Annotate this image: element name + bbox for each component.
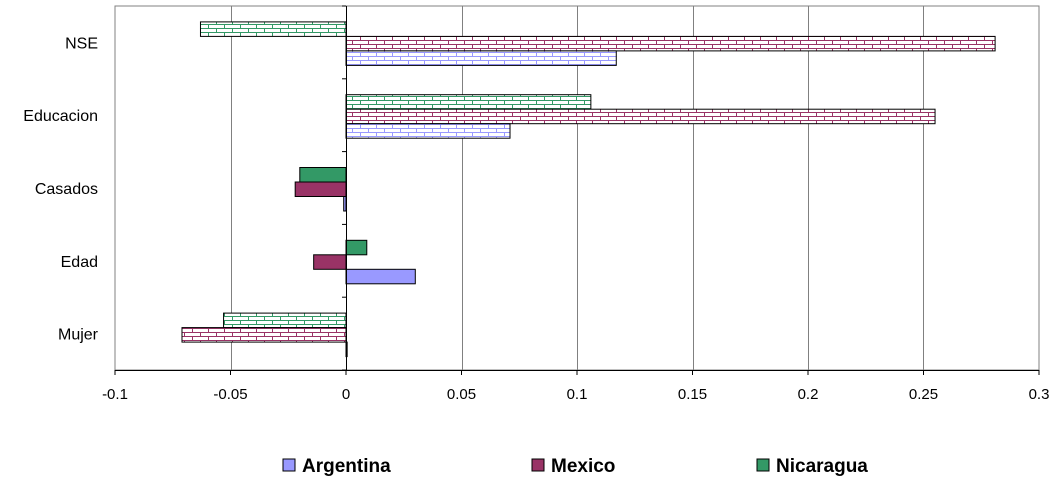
legend-swatch [756,458,770,472]
bars [181,21,996,358]
bar-mexico-nse [345,35,996,52]
tick-label: 0 [342,386,350,403]
category-label: Mujer [58,327,99,344]
tick-label: 0.25 [909,386,938,403]
labels: NSE Educacion Casados Edad Mujer -0.1 -0.05 0 0.… [23,35,1049,403]
category-label: Casados [35,181,98,198]
category-label: Edad [61,254,98,271]
tick-label: 0.3 [1029,386,1050,403]
bar-nicaragua-edad [345,239,368,256]
tick-label: -0.05 [213,386,247,403]
bar-argentina-nse [345,50,617,66]
legend-swatch [531,458,545,472]
legend-label: Nicaragua [776,456,868,477]
category-label: NSE [65,35,98,52]
bar-argentina-edad [345,268,416,285]
tick-label: 0.2 [798,386,819,403]
bar-mexico-casados [294,181,347,197]
tick-label: 0.05 [447,386,476,403]
legend-item-mexico: Mexico [531,456,615,477]
legend-swatch [282,458,296,472]
legend-item-argentina: Argentina [282,456,391,477]
tick-label: 0.1 [567,386,588,403]
bar-mexico-mujer [181,327,347,343]
bar-nicaragua-educacion [345,94,592,110]
bar-argentina-casados [343,196,347,212]
legend-label: Mexico [551,456,615,477]
bar-argentina-educacion [345,123,511,139]
legend-label: Argentina [302,456,391,477]
bar-mexico-educacion [345,108,936,125]
tick-label: -0.1 [102,386,128,403]
bar-nicaragua-casados [299,167,347,183]
bar-nicaragua-mujer [223,312,347,329]
axes [114,5,1040,375]
bar-nicaragua-nse [199,21,347,37]
bar-mexico-edad [313,254,347,270]
tick-label: 0.15 [678,386,707,403]
legend: Argentina Mexico Nicaragua [282,456,868,477]
category-label: Educacion [23,108,98,125]
legend-item-nicaragua: Nicaragua [756,456,868,477]
